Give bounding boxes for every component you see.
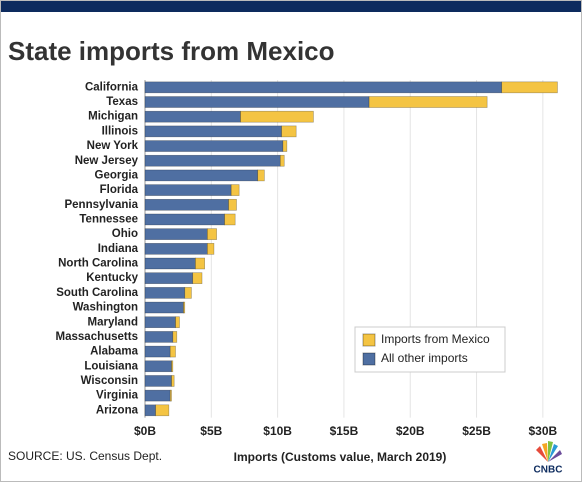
y-tick-label: North Carolina [58, 258, 138, 270]
chart-title: State imports from Mexico [8, 36, 335, 66]
y-tick-label: New Jersey [75, 155, 139, 167]
bar-segment [171, 375, 175, 387]
x-tick-label: $5B [200, 424, 222, 438]
logo-feather [542, 443, 548, 462]
bar-segment [224, 213, 236, 226]
bar-segment [144, 272, 194, 284]
bar-segment [144, 110, 241, 123]
bar-segment [144, 154, 281, 167]
logo: CNBC [534, 441, 563, 476]
legend-label: Imports from Mexico [381, 332, 490, 346]
y-tick-label: Maryland [88, 316, 139, 328]
bar-segment [281, 125, 297, 138]
bar-segment [144, 301, 184, 314]
y-tick-label: Wisconsin [81, 375, 138, 387]
x-tick-label: $20B [396, 424, 425, 438]
y-tick-label: New York [87, 140, 139, 152]
bar-segment [144, 140, 284, 152]
bar-segment [144, 243, 208, 255]
bar-segment [169, 389, 172, 402]
legend-swatch [362, 352, 376, 366]
y-tick-label: California [85, 81, 139, 93]
bar-segment [144, 169, 259, 182]
y-tick-label: South Carolina [56, 287, 138, 299]
legend-swatch [362, 333, 376, 347]
bar-segment [192, 272, 203, 284]
bar-segment [230, 184, 240, 196]
bar-segment [172, 331, 178, 343]
bar-segment [144, 345, 171, 358]
bar-segment [171, 360, 174, 373]
y-tick-label: Alabama [90, 346, 139, 358]
legend: Imports from Mexico All other imports [354, 326, 506, 373]
bar-segment [501, 81, 558, 94]
x-tick-label: $10B [263, 424, 292, 438]
bar-segment [144, 81, 503, 94]
bar-segment [144, 96, 370, 108]
logo-feather [536, 446, 548, 462]
bar-segment [144, 331, 174, 343]
y-tick-label: Washington [73, 302, 138, 314]
legend-label: All other imports [381, 351, 468, 365]
bar-segment [195, 257, 205, 270]
x-tick-label: $0B [134, 424, 156, 438]
bar-segment [169, 345, 176, 358]
x-axis-label: Imports (Customs value, March 2019) [234, 450, 447, 464]
y-tick-label: Florida [100, 184, 139, 196]
x-tick-label: $25B [462, 424, 491, 438]
source: SOURCE: US. Census Dept. [8, 449, 162, 463]
bar-segment [183, 301, 186, 314]
bar-segment [144, 375, 172, 387]
y-tick-label: Texas [106, 96, 138, 108]
bar-segment [207, 243, 215, 255]
y-tick-label: Pennsylvania [64, 199, 138, 211]
x-tick-label: $15B [330, 424, 359, 438]
bar-segment [144, 257, 196, 270]
y-tick-label: Arizona [96, 404, 139, 416]
bar-segment [144, 213, 225, 226]
bar-segment [279, 154, 285, 167]
bar-segment [368, 96, 488, 108]
bar-segment [184, 287, 192, 299]
bar-segment [144, 360, 172, 373]
logo-feather [548, 441, 553, 462]
bar-segment [144, 184, 232, 196]
y-tick-label: Massachusetts [56, 331, 138, 343]
bar-segment [175, 316, 180, 329]
bar-segment [257, 169, 265, 182]
y-tick-label: Virginia [96, 390, 139, 402]
y-tick-label: Louisiana [84, 360, 138, 372]
bar-segment [144, 198, 229, 211]
y-tick-label: Georgia [95, 169, 139, 181]
legend-box [354, 326, 506, 373]
bar-segment [144, 404, 156, 417]
bar-segment [144, 389, 171, 402]
logo-text: CNBC [534, 465, 563, 476]
bar-segment [228, 198, 237, 211]
bar-segment [144, 125, 282, 138]
logo-feather [548, 450, 562, 462]
bar-segment [240, 110, 314, 123]
x-tick-label: $30B [529, 424, 558, 438]
logo-feather [548, 444, 558, 462]
y-tick-label: Tennessee [79, 213, 138, 225]
y-tick-label: Ohio [112, 228, 138, 240]
top-band [1, 1, 581, 12]
bar-segment [207, 228, 217, 240]
y-tick-label: Kentucky [86, 272, 138, 284]
y-tick-label: Michigan [88, 111, 138, 123]
bar-segment [144, 228, 208, 240]
bar-segment [282, 140, 288, 152]
y-tick-label: Illinois [102, 125, 138, 137]
y-tick-label: Indiana [98, 243, 139, 255]
bar-segment [155, 404, 170, 417]
bar-segment [144, 316, 176, 329]
bar-segment [144, 287, 186, 299]
